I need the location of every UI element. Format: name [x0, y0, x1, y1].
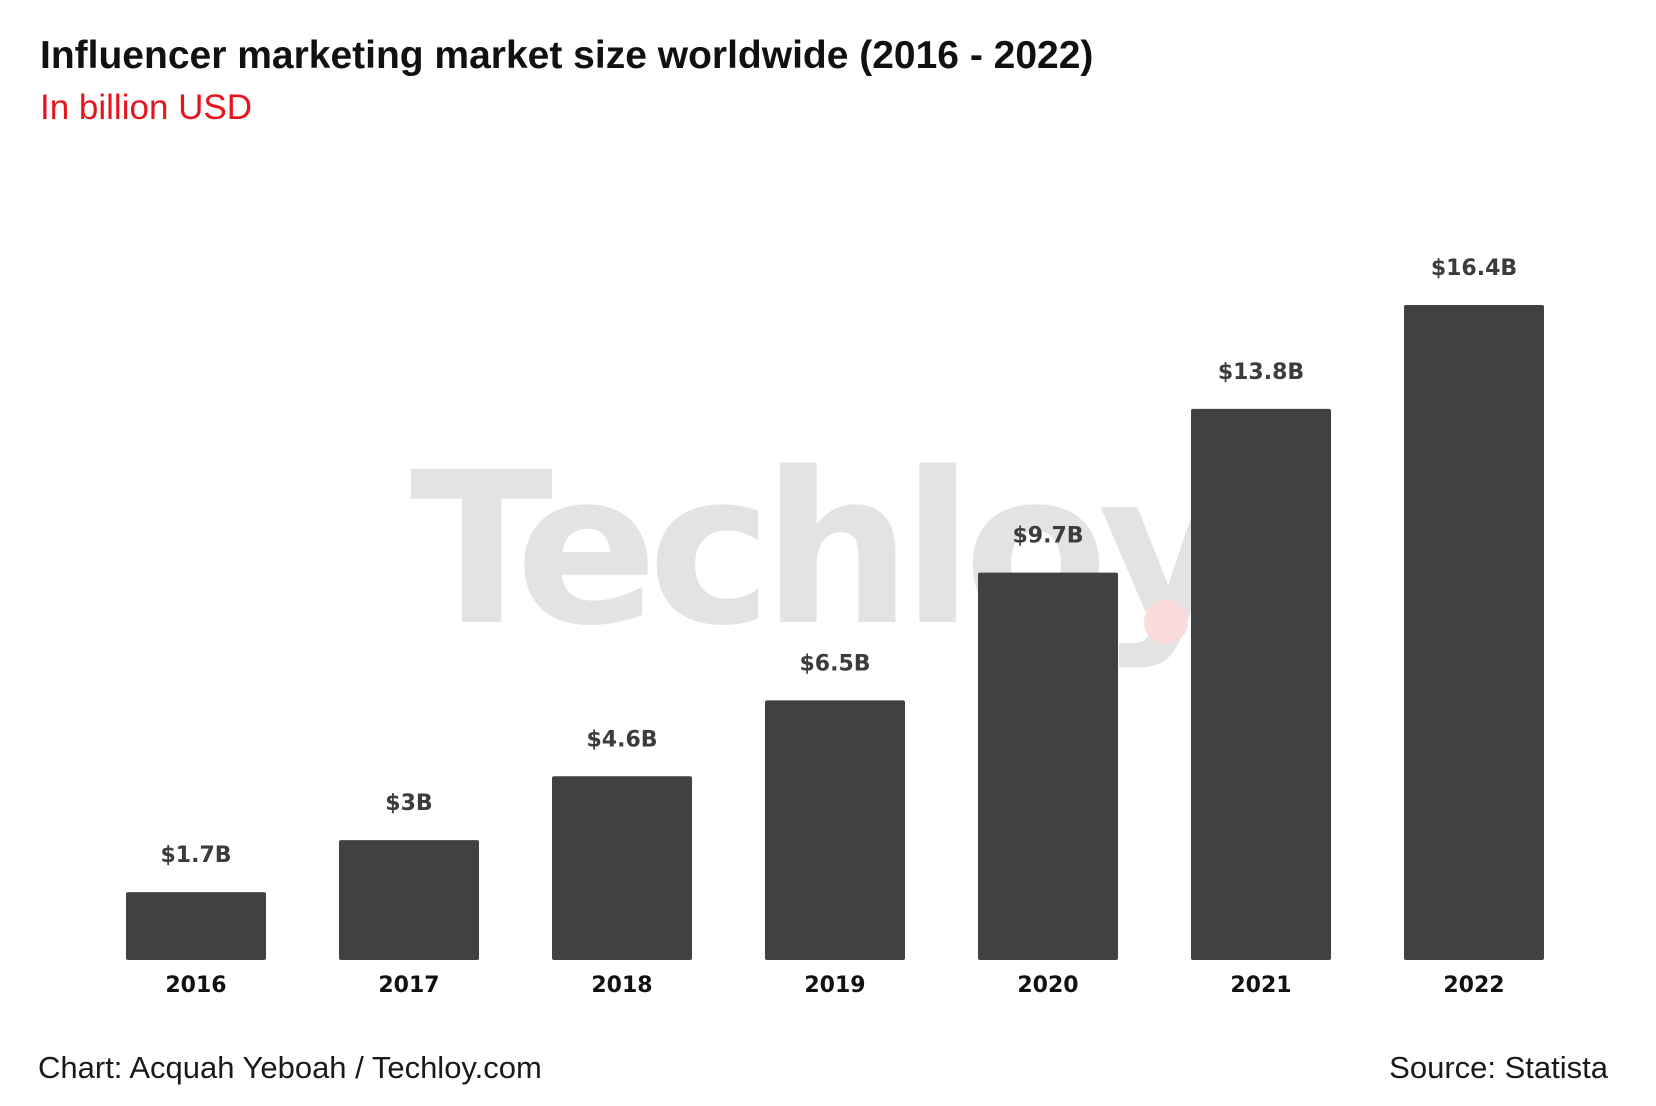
x-tick-2022: 2022 — [1443, 973, 1504, 998]
bars-group — [126, 305, 1544, 961]
x-tick-2020: 2020 — [1017, 973, 1078, 998]
source-note: Source: Statista — [1389, 1050, 1608, 1085]
data-label-2017: $3B — [385, 791, 432, 816]
bar-2016 — [126, 892, 266, 960]
x-tick-2016: 2016 — [165, 973, 226, 998]
data-label-2018: $4.6B — [586, 727, 657, 752]
data-label-2019: $6.5B — [799, 651, 870, 676]
x-tick-2017: 2017 — [378, 973, 439, 998]
watermark-dot — [1144, 600, 1188, 644]
chart-credit: Chart: Acquah Yeboah / Techloy.com — [38, 1050, 542, 1085]
data-label-2020: $9.7B — [1012, 524, 1083, 549]
x-axis-ticks: 2016 2017 2018 2019 2020 2021 2022 — [165, 973, 1504, 998]
bar-2020 — [978, 572, 1118, 960]
bar-2022 — [1404, 305, 1544, 960]
chart-title: Influencer marketing market size worldwi… — [40, 34, 1094, 77]
bar-2019 — [765, 700, 905, 960]
data-labels-group: $1.7B $3B $4.6B $6.5B $9.7B $13.8B $16.4B — [160, 256, 1517, 868]
x-tick-2018: 2018 — [591, 973, 652, 998]
bar-2018 — [552, 776, 692, 960]
chart-subtitle: In billion USD — [40, 88, 253, 127]
data-label-2016: $1.7B — [160, 843, 231, 868]
x-tick-2021: 2021 — [1230, 973, 1291, 998]
data-label-2022: $16.4B — [1431, 256, 1517, 281]
bar-2021 — [1191, 408, 1331, 961]
x-tick-2019: 2019 — [804, 973, 865, 998]
bar-2017 — [339, 840, 479, 960]
data-label-2021: $13.8B — [1218, 360, 1304, 385]
